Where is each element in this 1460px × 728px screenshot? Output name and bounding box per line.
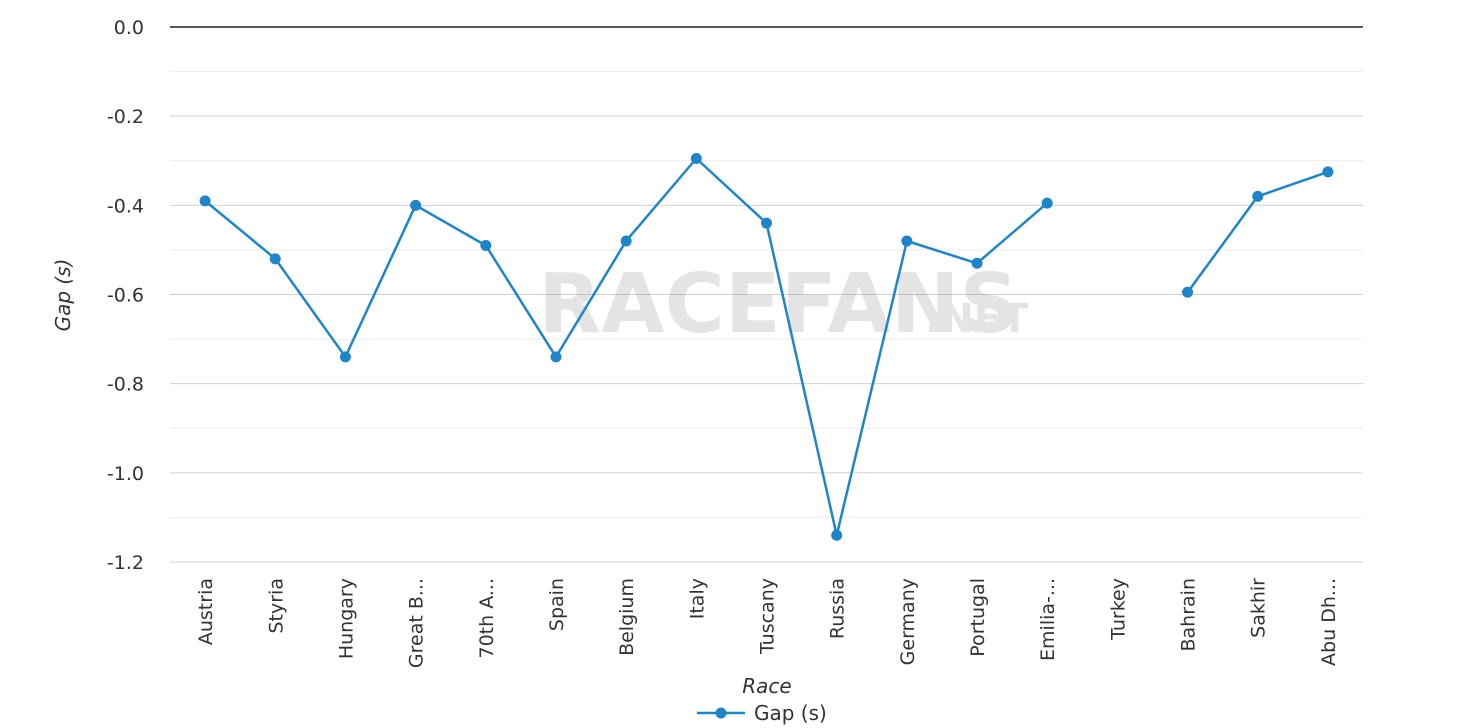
y-tick-label: -0.4 <box>107 195 144 217</box>
legend-label: Gap (s) <box>754 701 827 725</box>
data-point[interactable] <box>480 239 492 251</box>
grid <box>170 26 1363 563</box>
x-tick-label: Italy <box>686 578 708 619</box>
data-point[interactable] <box>269 253 281 265</box>
legend-marker <box>715 707 727 719</box>
data-point[interactable] <box>339 351 351 363</box>
y-axis-title: Gap (s) <box>51 259 75 332</box>
x-tick-label: Austria <box>195 578 217 645</box>
x-tick-label: Tuscany <box>757 578 779 655</box>
data-point[interactable] <box>199 195 211 207</box>
y-axis-ticks: 0.0 -0.2 -0.4 -0.6 -0.8 -1.0 -1.2 <box>107 17 144 574</box>
x-tick-label: Germany <box>897 578 919 665</box>
data-point[interactable] <box>1182 286 1194 298</box>
y-tick-label: -0.6 <box>107 285 144 307</box>
data-point[interactable] <box>410 199 422 211</box>
x-tick-label: Portugal <box>967 578 989 657</box>
series-line <box>1186 170 1329 294</box>
data-point[interactable] <box>761 217 772 229</box>
x-tick-label: Spain <box>546 578 568 631</box>
data-point[interactable] <box>1322 166 1334 178</box>
data-point[interactable] <box>620 235 632 247</box>
y-tick-label: -1.0 <box>107 463 144 485</box>
data-point[interactable] <box>690 153 702 165</box>
x-axis-ticks: Austria Styria Hungary Great B... 70th A... S… <box>195 578 1340 668</box>
x-tick-label: Great B... <box>406 578 428 668</box>
x-tick-label: Abu Dh... <box>1318 578 1340 666</box>
data-point[interactable] <box>1041 197 1053 209</box>
y-tick-label: -1.2 <box>107 552 144 574</box>
x-tick-label: Belgium <box>616 578 638 656</box>
x-tick-label: Sakhir <box>1248 578 1270 638</box>
data-point[interactable] <box>831 529 843 541</box>
x-axis-title: Race <box>742 674 791 698</box>
x-tick-label: Bahrain <box>1178 578 1200 652</box>
data-point[interactable] <box>1252 190 1264 202</box>
series-group <box>199 153 1334 541</box>
data-point[interactable] <box>971 257 983 269</box>
y-tick-label: 0.0 <box>114 17 144 39</box>
watermark-suffix: .NET <box>925 296 1029 342</box>
x-tick-label: Hungary <box>335 578 357 659</box>
x-tick-label: Turkey <box>1107 578 1129 641</box>
y-tick-label: -0.8 <box>107 374 144 396</box>
x-tick-label: Styria <box>265 578 287 634</box>
data-point[interactable] <box>550 351 562 363</box>
y-tick-label: -0.2 <box>107 106 144 128</box>
legend[interactable]: Gap (s) <box>697 701 827 725</box>
x-tick-label: 70th A... <box>476 578 498 659</box>
x-tick-label: Emilia-... <box>1037 578 1059 661</box>
watermark-logo: RACEFANS .NET <box>538 257 1029 352</box>
x-tick-label: Russia <box>827 578 849 639</box>
data-point[interactable] <box>901 235 913 247</box>
